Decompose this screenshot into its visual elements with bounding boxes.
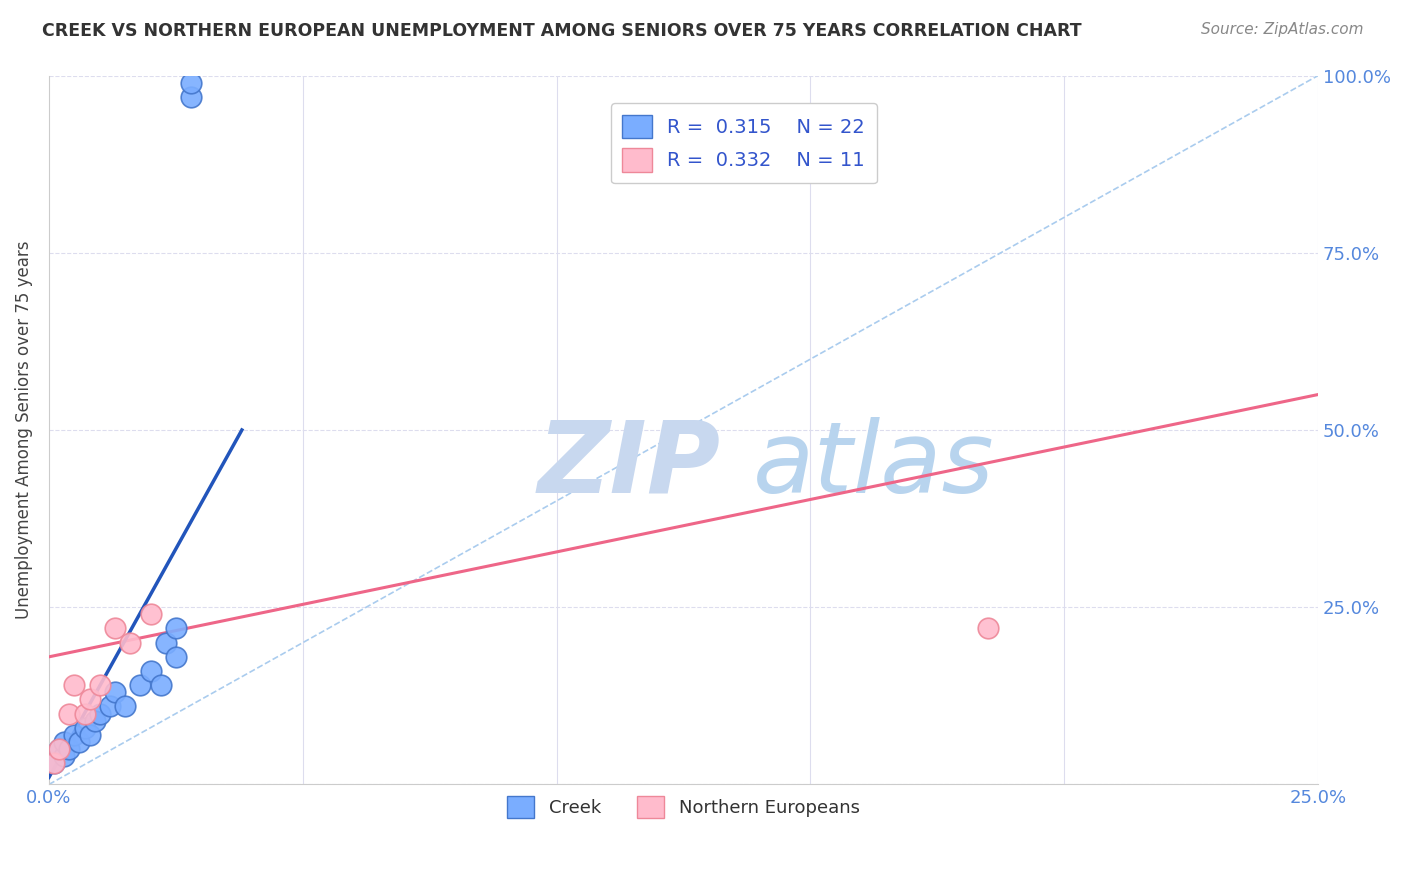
Point [42, 756, 65, 771]
Point [104, 685, 127, 699]
Point [79, 728, 101, 742]
Point [48, 742, 70, 756]
Point [98, 699, 121, 714]
Text: Source: ZipAtlas.com: Source: ZipAtlas.com [1201, 22, 1364, 37]
Point [53, 735, 76, 749]
Point [79, 692, 101, 706]
Point [67, 735, 90, 749]
Text: ZIP: ZIP [537, 417, 721, 514]
Point [48, 742, 70, 756]
Point [73, 706, 96, 721]
Point [89, 706, 111, 721]
Point [104, 622, 127, 636]
Point [63, 678, 86, 692]
Point [155, 635, 177, 649]
Point [165, 649, 187, 664]
Legend: Creek, Northern Europeans: Creek, Northern Europeans [501, 789, 868, 825]
Point [977, 622, 1000, 636]
Point [120, 635, 142, 649]
Point [58, 742, 80, 756]
Text: CREEK VS NORTHERN EUROPEAN UNEMPLOYMENT AMONG SENIORS OVER 75 YEARS CORRELATION : CREEK VS NORTHERN EUROPEAN UNEMPLOYMENT … [42, 22, 1081, 40]
Point [83, 714, 105, 728]
Y-axis label: Unemployment Among Seniors over 75 years: Unemployment Among Seniors over 75 years [15, 241, 32, 619]
Point [165, 622, 187, 636]
Point [180, 76, 202, 90]
Point [180, 90, 202, 104]
Point [89, 678, 111, 692]
Point [42, 756, 65, 771]
Point [149, 678, 172, 692]
Point [139, 607, 162, 622]
Point [58, 706, 80, 721]
Point [129, 678, 152, 692]
Point [73, 721, 96, 735]
Point [63, 728, 86, 742]
Point [114, 699, 136, 714]
Point [139, 664, 162, 678]
Point [53, 749, 76, 764]
Text: atlas: atlas [754, 417, 995, 514]
